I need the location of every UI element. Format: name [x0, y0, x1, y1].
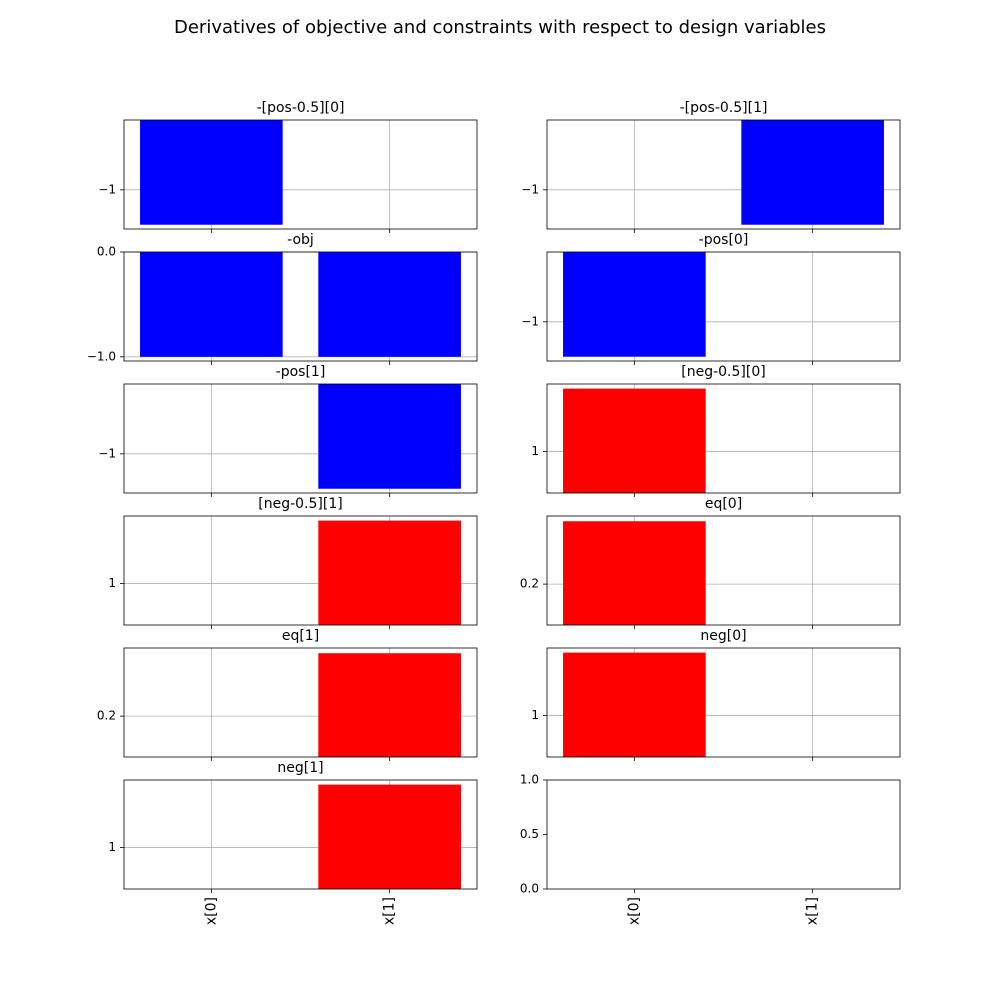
subplot: 0.2 eq[0]: [520, 496, 901, 629]
y-tick-label: −1: [98, 446, 116, 460]
subplot: −1 -pos[0]: [521, 232, 901, 365]
subplot: −1 -[pos-0.5][0]: [98, 100, 478, 233]
axes-frame: [123, 383, 478, 494]
axes-frame: [123, 515, 478, 626]
bar: [563, 521, 706, 625]
subplot-title: [neg-0.5][0]: [681, 364, 765, 380]
subplot: 1 [neg-0.5][1]: [108, 496, 478, 629]
bar: [318, 252, 461, 357]
bar: [318, 384, 461, 489]
subplot-title: -[pos-0.5][1]: [680, 100, 768, 116]
y-tick-label: 1: [531, 708, 539, 722]
subplot: −1 -pos[1]: [98, 364, 478, 497]
x-tick-label: x[0]: [626, 897, 642, 925]
bar: [563, 388, 706, 493]
bar: [741, 120, 884, 225]
subplot-title: eq[1]: [282, 628, 319, 644]
axes-frame: [546, 515, 901, 626]
y-tick-label: 1: [108, 576, 116, 590]
y-tick-label: −1: [521, 182, 539, 196]
y-tick-label: −1: [98, 182, 116, 196]
y-tick-label: 0.2: [520, 577, 539, 591]
subplot-title: neg[1]: [277, 760, 323, 776]
subplot-title: -obj: [287, 232, 314, 248]
axes-frame: [546, 779, 901, 890]
subplot: −1 -[pos-0.5][1]: [521, 100, 901, 233]
y-tick-label: 0.0: [520, 882, 539, 896]
subplot-title: -pos[0]: [699, 232, 749, 248]
axes-frame: [546, 383, 901, 494]
axes-frame: [546, 251, 901, 362]
subplot-title: [neg-0.5][1]: [258, 496, 342, 512]
subplot: 0.0 −1.0 -obj: [87, 232, 478, 365]
bar: [318, 520, 461, 625]
y-tick-label: 0.0: [97, 245, 116, 259]
x-tick-label: x[0]: [203, 897, 219, 925]
y-tick-label: 0.5: [520, 827, 539, 841]
axes-frame: [546, 647, 901, 758]
subplot: 1 [neg-0.5][0]: [531, 364, 901, 497]
y-tick-label: −1: [521, 314, 539, 328]
subplot-title: neg[0]: [700, 628, 746, 644]
y-tick-label: 1: [108, 840, 116, 854]
bar: [563, 652, 706, 757]
axes-frame: [546, 119, 901, 230]
subplot: 1 x[0] x[1] neg[1]: [108, 760, 478, 925]
subplot: 0.2 eq[1]: [97, 628, 478, 761]
y-tick-label: 1: [531, 444, 539, 458]
axes-frame: [123, 779, 478, 890]
axes-frame: [123, 251, 478, 362]
y-tick-label: 1.0: [520, 773, 539, 787]
y-tick-label: 0.2: [97, 709, 116, 723]
bar: [140, 120, 283, 225]
figure-title: Derivatives of objective and constraints…: [174, 17, 826, 38]
axes-frame: [123, 119, 478, 230]
bar: [140, 252, 283, 357]
bar: [318, 653, 461, 757]
axes-frame: [123, 647, 478, 758]
bar: [318, 784, 461, 889]
subplot-title: -pos[1]: [276, 364, 326, 380]
subplot-title: eq[0]: [705, 496, 742, 512]
subplot-title: -[pos-0.5][0]: [257, 100, 345, 116]
x-tick-label: x[1]: [805, 897, 821, 925]
y-tick-label: −1.0: [87, 349, 116, 363]
bar: [563, 252, 706, 357]
subplot: 1 neg[0]: [531, 628, 901, 761]
subplot: 0.0 0.5 1.0 x[0] x[1]: [520, 773, 901, 925]
x-tick-label: x[1]: [382, 897, 398, 925]
